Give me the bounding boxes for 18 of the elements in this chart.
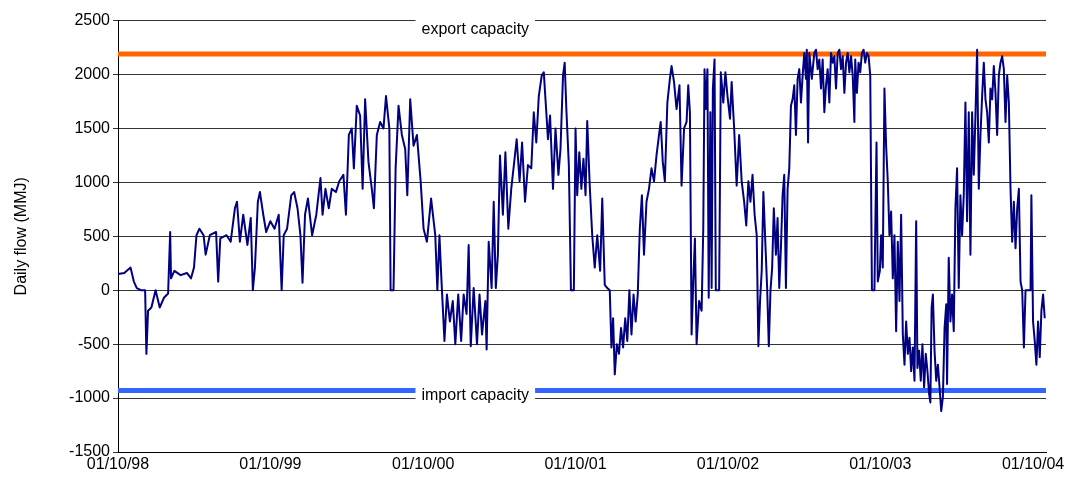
x-tick-label: 01/10/04: [1001, 455, 1065, 473]
x-tick-label: 01/10/98: [86, 455, 150, 473]
y-tick-label: 2500: [74, 11, 111, 29]
y-tick-label: 2000: [74, 64, 111, 82]
x-tick-label: 01/10/00: [392, 455, 455, 473]
y-axis-title: Daily flow (MMJ): [12, 177, 30, 296]
x-tick-label: 01/10/02: [696, 455, 760, 473]
ref-line-label: import capacity: [421, 385, 530, 403]
y-tick-label: -1000: [69, 388, 111, 406]
y-tick-label: 1500: [74, 118, 111, 136]
y-tick-label: 0: [101, 280, 111, 298]
ref-line-label: export capacity: [421, 20, 530, 38]
x-tick-label: 01/10/03: [849, 455, 912, 473]
x-tick-label: 01/10/01: [544, 455, 607, 473]
x-tick-label: 01/10/99: [239, 455, 302, 473]
y-tick-label: 500: [83, 226, 111, 244]
y-tick-label: 1000: [74, 172, 111, 190]
y-tick-label: -500: [77, 334, 111, 352]
